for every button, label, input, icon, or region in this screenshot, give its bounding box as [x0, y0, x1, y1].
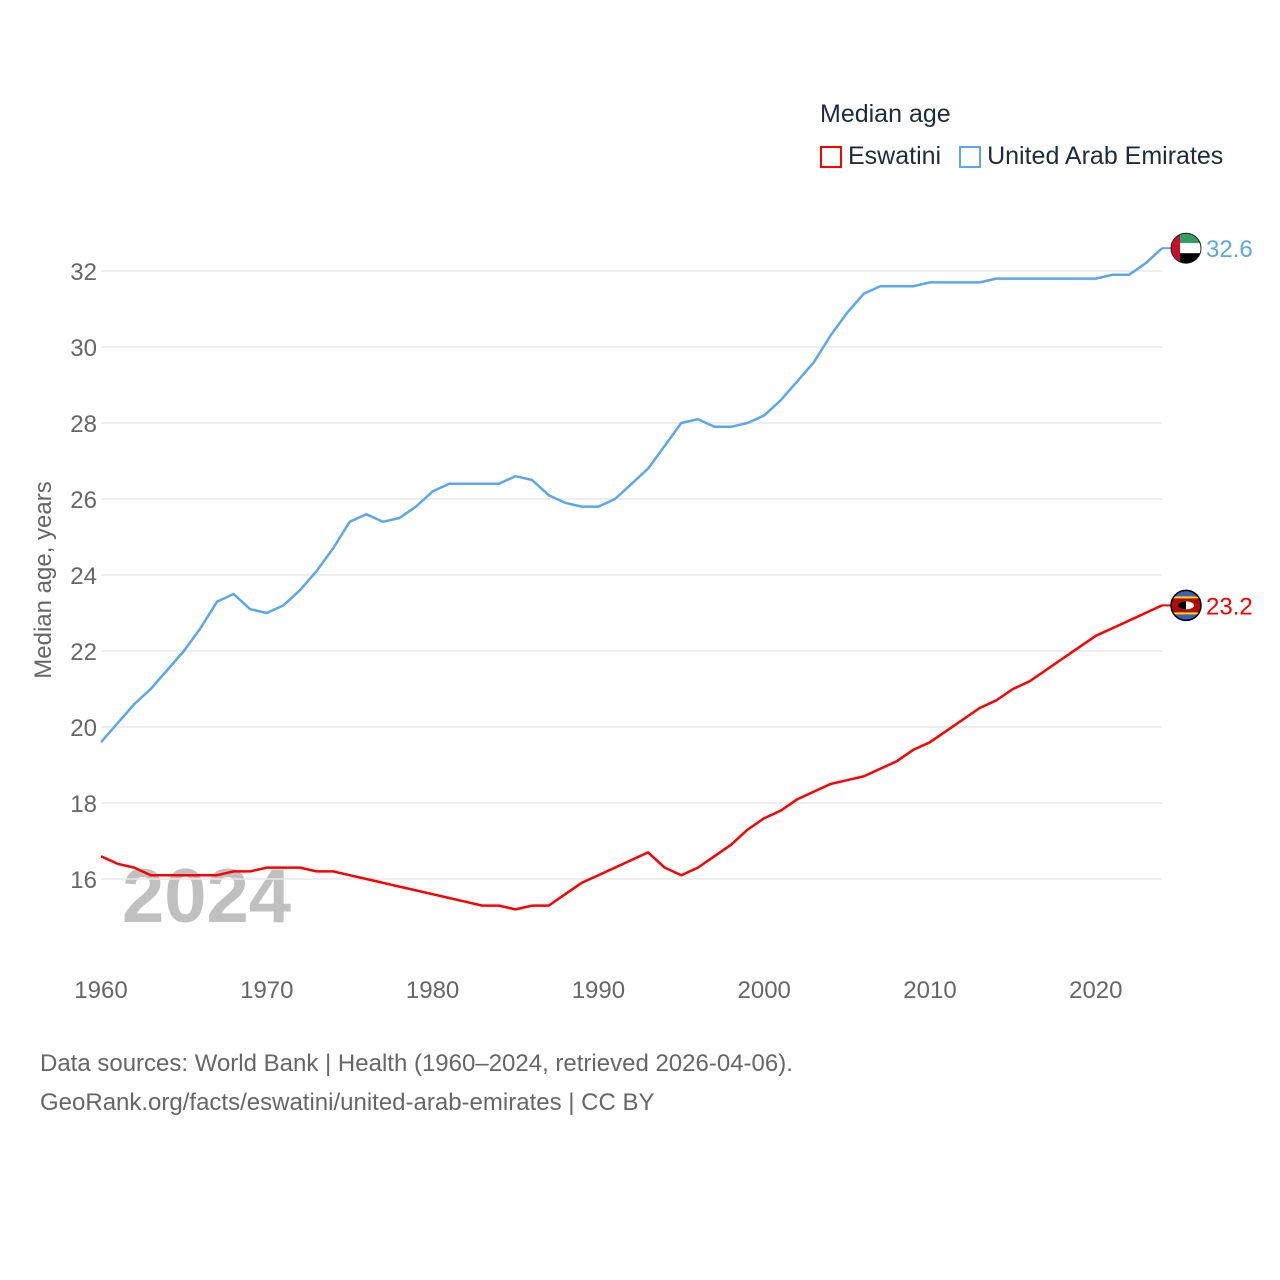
x-tick-label: 2010	[903, 977, 956, 1004]
legend-label-uae[interactable]: United Arab Emirates	[987, 142, 1224, 170]
y-tick-label: 26	[70, 487, 97, 514]
x-tick-label: 1980	[406, 977, 459, 1004]
y-axis-label: Median age, years	[30, 481, 57, 678]
end-value-label: 23.2	[1206, 593, 1253, 620]
y-tick-label: 22	[70, 639, 97, 666]
legend-title: Median age	[820, 100, 951, 128]
data-sources: Data sources: World Bank | Health (1960–…	[40, 1050, 793, 1077]
legend-swatch-eswatini	[820, 145, 842, 168]
x-tick-label: 2000	[738, 977, 791, 1004]
x-tick-label: 1990	[572, 977, 625, 1004]
y-tick-label: 32	[70, 259, 97, 286]
y-tick-label: 30	[70, 335, 97, 362]
series-line-uae	[100, 247, 1163, 744]
eswatini-flag-icon	[1170, 589, 1202, 622]
end-value-label: 32.6	[1206, 236, 1253, 263]
x-tick-label: 1960	[74, 977, 127, 1004]
y-tick-label: 28	[70, 411, 97, 438]
y-tick-label: 18	[70, 791, 97, 818]
x-tick-label: 1970	[240, 977, 293, 1004]
series-line-eswatini	[100, 604, 1163, 911]
uae-flag-icon	[1170, 232, 1202, 264]
y-tick-label: 20	[70, 715, 97, 742]
footer: Data sources: World Bank | Health (1960–…	[40, 1044, 793, 1122]
legend: Eswatini United Arab Emirates	[820, 142, 1223, 171]
legend-swatch-uae	[959, 145, 982, 168]
x-tick-label: 2020	[1069, 977, 1122, 1004]
legend-label-eswatini[interactable]: Eswatini	[848, 142, 942, 170]
source-link[interactable]: GeoRank.org/facts/eswatini/united-arab-e…	[40, 1089, 655, 1116]
y-tick-label: 16	[70, 867, 97, 894]
y-tick-label: 24	[70, 563, 97, 590]
